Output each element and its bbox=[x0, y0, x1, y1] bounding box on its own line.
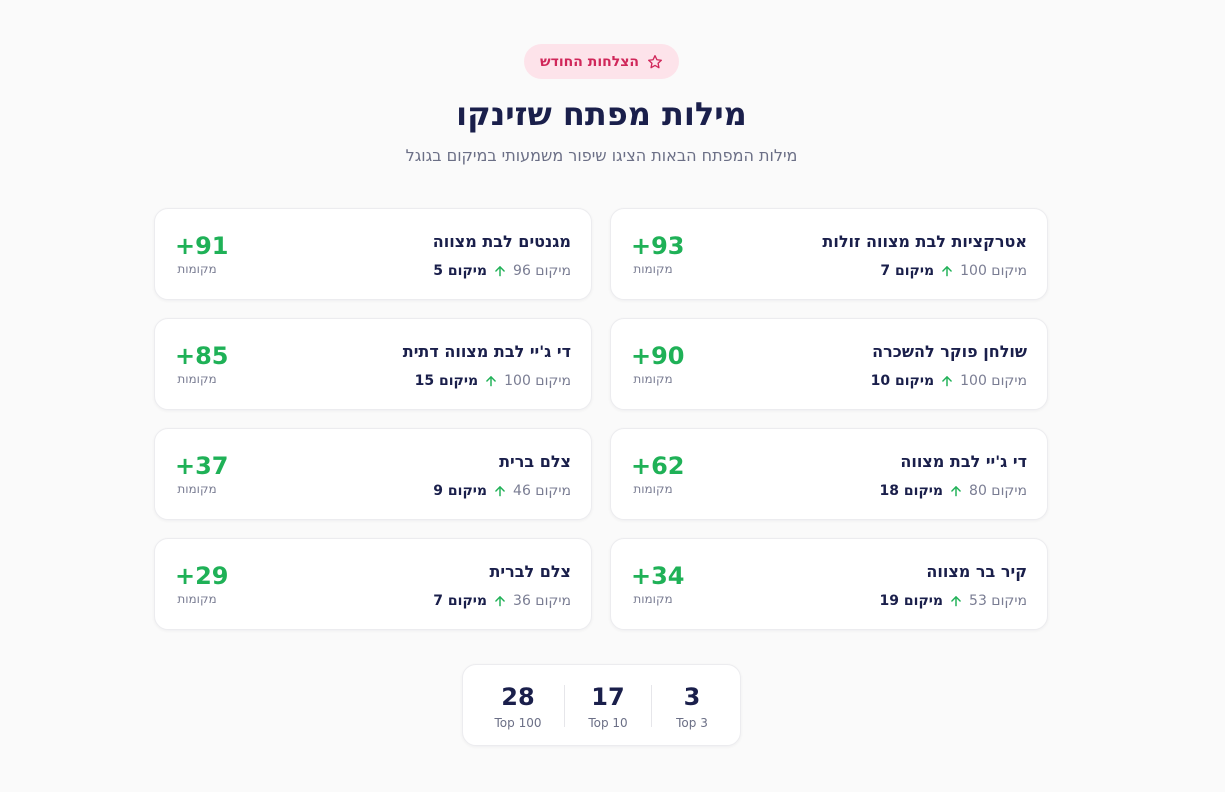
old-position: מיקום 36 bbox=[513, 593, 571, 609]
old-position: מיקום 53 bbox=[969, 593, 1027, 609]
position-gain: +29 bbox=[175, 562, 229, 590]
position-gain: +90 bbox=[631, 342, 685, 370]
old-position: מיקום 96 bbox=[513, 263, 571, 279]
keyword-name: די ג'יי לבת מצווה דתית bbox=[402, 342, 571, 361]
position-change: מיקום 9 מיקום 46 bbox=[433, 481, 571, 501]
position-gain-label: מקומות bbox=[177, 592, 217, 606]
new-position: מיקום 5 bbox=[433, 263, 488, 279]
new-position: מיקום 7 bbox=[880, 263, 935, 279]
old-position: מיקום 80 bbox=[969, 483, 1027, 499]
keyword-card: צלם ברית מיקום 9 מיקום 46 +37 מקומות bbox=[154, 428, 592, 520]
old-position: מיקום 100 bbox=[960, 263, 1027, 279]
position-gain: +85 bbox=[175, 342, 229, 370]
stat-value: 3 bbox=[683, 683, 701, 711]
position-gain-label: מקומות bbox=[633, 592, 673, 606]
arrow-up-icon bbox=[493, 264, 507, 278]
new-position: מיקום 18 bbox=[879, 483, 944, 499]
position-change: מיקום 7 מיקום 100 bbox=[880, 261, 1027, 281]
keyword-name: די ג'יי לבת מצווה bbox=[900, 452, 1027, 471]
position-gain-label: מקומות bbox=[633, 372, 673, 386]
keyword-name: צלם ברית bbox=[499, 452, 571, 471]
arrow-up-icon bbox=[940, 264, 954, 278]
position-gain: +34 bbox=[631, 562, 685, 590]
stat-label: Top 100 bbox=[494, 716, 542, 730]
position-gain-label: מקומות bbox=[177, 372, 217, 386]
keyword-name: שולחן פוקר להשכרה bbox=[872, 342, 1027, 361]
position-gain-label: מקומות bbox=[177, 262, 217, 276]
position-change: מיקום 5 מיקום 96 bbox=[433, 261, 571, 281]
keyword-card: די ג'יי לבת מצווה מיקום 18 מיקום 80 +62 … bbox=[610, 428, 1048, 520]
page-subtitle: מילות המפתח הבאות הציגו שיפור משמעותי במ… bbox=[405, 146, 798, 165]
position-gain: +62 bbox=[631, 452, 685, 480]
position-gain: +93 bbox=[631, 232, 685, 260]
keyword-card: אטרקציות לבת מצווה זולות מיקום 7 מיקום 1… bbox=[610, 208, 1048, 300]
arrow-up-icon bbox=[493, 484, 507, 498]
monthly-successes-badge: הצלחות החודש bbox=[524, 44, 679, 79]
position-change: מיקום 7 מיקום 36 bbox=[433, 591, 571, 611]
stat-label: Top 3 bbox=[676, 716, 708, 730]
position-gain: +91 bbox=[175, 232, 229, 260]
old-position: מיקום 46 bbox=[513, 483, 571, 499]
position-change: מיקום 10 מיקום 100 bbox=[871, 371, 1027, 391]
stat-value: 17 bbox=[591, 683, 625, 711]
old-position: מיקום 100 bbox=[504, 373, 571, 389]
keyword-name: מגנטים לבת מצווה bbox=[432, 232, 571, 251]
badge-label: הצלחות החודש bbox=[540, 53, 639, 70]
arrow-up-icon bbox=[949, 594, 963, 608]
position-gain: +37 bbox=[175, 452, 229, 480]
keyword-card: מגנטים לבת מצווה מיקום 5 מיקום 96 +91 מק… bbox=[154, 208, 592, 300]
keyword-card: שולחן פוקר להשכרה מיקום 10 מיקום 100 +90… bbox=[610, 318, 1048, 410]
stat-top-10: 17 Top 10 bbox=[577, 681, 639, 731]
stat-label: Top 10 bbox=[588, 716, 628, 730]
new-position: מיקום 10 bbox=[870, 373, 935, 389]
arrow-up-icon bbox=[493, 594, 507, 608]
position-change: מיקום 15 מיקום 100 bbox=[415, 371, 571, 391]
star-icon bbox=[647, 54, 663, 70]
stat-top-3: 3 Top 3 bbox=[663, 681, 721, 731]
position-gain-label: מקומות bbox=[633, 482, 673, 496]
new-position: מיקום 7 bbox=[433, 593, 488, 609]
arrow-up-icon bbox=[940, 374, 954, 388]
position-change: מיקום 19 מיקום 53 bbox=[880, 591, 1027, 611]
position-change: מיקום 18 מיקום 80 bbox=[880, 481, 1027, 501]
keyword-name: אטרקציות לבת מצווה זולות bbox=[822, 232, 1027, 251]
keyword-name: צלם לברית bbox=[489, 562, 571, 581]
stat-value: 28 bbox=[501, 683, 535, 711]
keyword-card: די ג'יי לבת מצווה דתית מיקום 15 מיקום 10… bbox=[154, 318, 592, 410]
old-position: מיקום 100 bbox=[960, 373, 1027, 389]
page-title: מילות מפתח שזינקו bbox=[456, 95, 747, 133]
stat-top-100: 28 Top 100 bbox=[481, 681, 555, 731]
keyword-name: קיר בר מצווה bbox=[926, 562, 1027, 581]
arrow-up-icon bbox=[484, 374, 498, 388]
position-gain-label: מקומות bbox=[177, 482, 217, 496]
keyword-card: צלם לברית מיקום 7 מיקום 36 +29 מקומות bbox=[154, 538, 592, 630]
new-position: מיקום 9 bbox=[433, 483, 488, 499]
position-gain-label: מקומות bbox=[633, 262, 673, 276]
divider bbox=[564, 685, 565, 727]
divider bbox=[651, 685, 652, 727]
arrow-up-icon bbox=[949, 484, 963, 498]
new-position: מיקום 15 bbox=[414, 373, 479, 389]
new-position: מיקום 19 bbox=[879, 593, 944, 609]
ranking-summary: 3 Top 3 17 Top 10 28 Top 100 bbox=[462, 664, 741, 746]
keyword-card: קיר בר מצווה מיקום 19 מיקום 53 +34 מקומו… bbox=[610, 538, 1048, 630]
